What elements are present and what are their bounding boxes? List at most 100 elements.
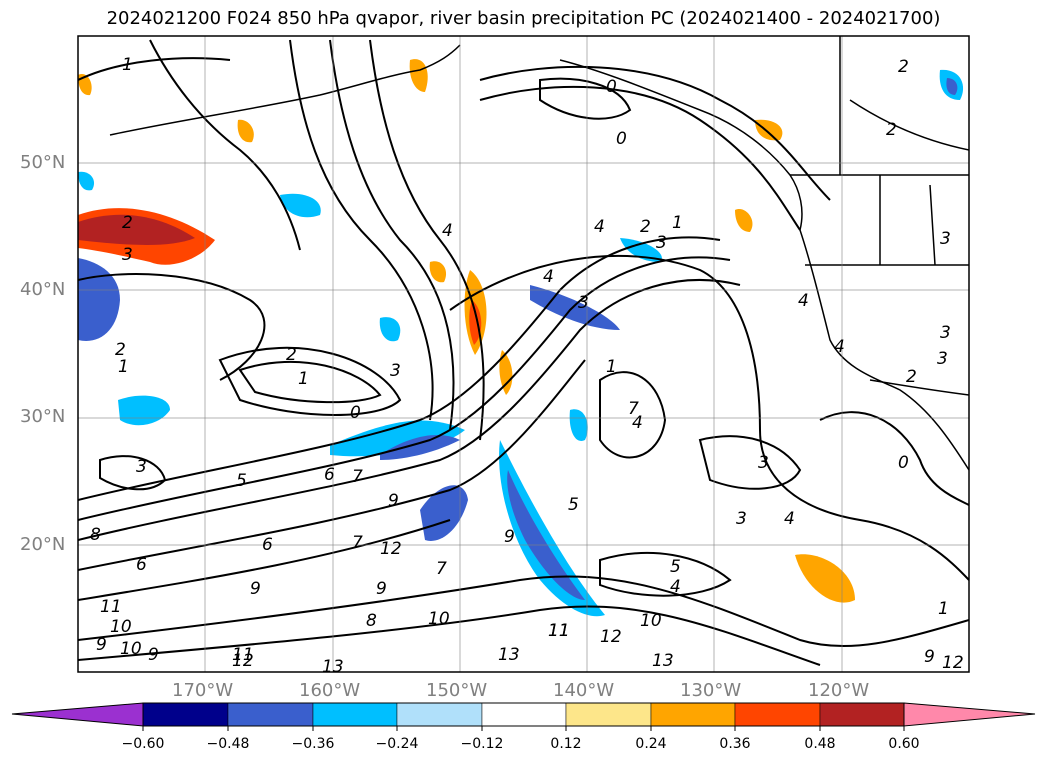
contour-label: 13 — [652, 651, 674, 671]
lon-label: 170°W — [172, 680, 234, 701]
lat-label: 50°N — [20, 152, 66, 173]
colorbar-bin — [481, 702, 567, 727]
contour-label: 9 — [924, 647, 935, 667]
colorbar-tick-label: −0.12 — [460, 736, 504, 752]
contour-label: 4 — [543, 267, 554, 287]
contour-label: 9 — [96, 635, 107, 655]
contour-label: 5 — [236, 471, 247, 491]
contour-label: 7 — [628, 399, 639, 419]
colorbar-bin — [227, 702, 314, 727]
contour-label: 3 — [656, 233, 667, 253]
colorbar-bin — [312, 702, 398, 727]
contour-label: 3 — [937, 349, 948, 369]
contour-label: 3 — [940, 323, 951, 343]
contour-label: 1 — [122, 55, 133, 75]
colorbar-bin — [142, 702, 229, 727]
contour-label: 12 — [942, 653, 964, 673]
figure-title: 2024021200 F024 850 hPa qvapor, river ba… — [106, 8, 941, 29]
contour-label: 3 — [122, 245, 133, 265]
contour-label: 6 — [324, 465, 335, 485]
contour-label: 5 — [568, 495, 579, 515]
colorbar-tick-label: −0.48 — [206, 736, 250, 752]
contour-label: 9 — [388, 491, 399, 511]
contour-label: 11 — [232, 645, 254, 665]
contour-label: 3 — [736, 509, 747, 529]
contour-label: 7 — [436, 559, 447, 579]
contour-label: 9 — [148, 645, 159, 665]
lon-label: 130°W — [680, 680, 742, 701]
contour-label: 2 — [122, 213, 133, 233]
contour-label: 1 — [606, 357, 617, 377]
contour-label: 4 — [632, 413, 643, 433]
contour-label: 10 — [120, 639, 142, 659]
colorbar-tick-label: 0.12 — [550, 736, 582, 752]
colorbar-bin — [734, 702, 821, 727]
contour-label: 4 — [834, 337, 845, 357]
gridlines — [78, 36, 969, 672]
contour-label: 10 — [640, 611, 662, 631]
contour-label: 2 — [898, 57, 909, 77]
lat-label: 30°N — [20, 406, 66, 427]
colorbar-bin — [650, 702, 736, 727]
contour-label: 12 — [380, 539, 402, 559]
contour-label: 7 — [352, 467, 363, 487]
contour-label: 0 — [350, 403, 361, 423]
contour-label: 3 — [578, 293, 589, 313]
contour-label: 1 — [938, 599, 949, 619]
colorbar-tick-label: −0.24 — [375, 736, 419, 752]
contour-label: 12 — [600, 627, 622, 647]
contour-label: 3 — [136, 457, 147, 477]
contour-label: 7 — [352, 533, 363, 553]
contour-label: 1 — [298, 369, 309, 389]
colorbar — [11, 702, 1036, 731]
contour-label: 8 — [366, 611, 377, 631]
colorbar-tick-label: −0.60 — [121, 736, 165, 752]
shaded-field — [78, 59, 964, 617]
contour-label: 4 — [784, 509, 795, 529]
contour-label: 10 — [110, 617, 132, 637]
qvapor-contours — [78, 39, 969, 666]
contour-label: 3 — [390, 361, 401, 381]
lon-label: 150°W — [426, 680, 488, 701]
lon-label: 160°W — [299, 680, 361, 701]
colorbar-tick-label: 0.48 — [804, 736, 836, 752]
contour-label: 4 — [670, 577, 681, 597]
contour-label: 2 — [906, 367, 917, 387]
contour-label: 1 — [672, 213, 683, 233]
colorbar-bin — [396, 702, 483, 727]
contour-label: 3 — [940, 229, 951, 249]
contour-label: 2 — [115, 340, 126, 360]
contour-label: 8 — [90, 525, 101, 545]
colorbar-tick-label: 0.60 — [888, 736, 920, 752]
lat-label: 20°N — [20, 534, 66, 555]
contour-label: 0 — [898, 453, 909, 473]
contour-label: 9 — [504, 527, 515, 547]
contour-label: 4 — [798, 291, 809, 311]
contour-label: 10 — [428, 609, 450, 629]
map-frame — [77, 35, 970, 673]
contour-label: 13 — [322, 657, 344, 677]
contour-label: 5 — [670, 557, 681, 577]
contour-label: 9 — [250, 579, 261, 599]
colorbar-tick-label: 0.36 — [719, 736, 751, 752]
contour-label: 6 — [136, 555, 147, 575]
contour-label: 2 — [886, 120, 897, 140]
contour-label: 4 — [442, 221, 453, 241]
lon-label: 140°W — [553, 680, 615, 701]
colorbar-tick-label: 0.24 — [635, 736, 667, 752]
colorbar-extend-high — [903, 702, 1036, 727]
contour-label: 12 — [232, 651, 254, 671]
colorbar-bin — [565, 702, 652, 727]
lon-label: 120°W — [808, 680, 870, 701]
contour-label: 11 — [100, 597, 122, 617]
contour-labels: 1 2 2 0 0 2 3 4 2 1 3 4 3 4 4 3 3 2 4 3 … — [90, 55, 964, 677]
colorbar-tick-label: −0.36 — [291, 736, 335, 752]
contour-label: 9 — [376, 579, 387, 599]
colorbar-bin — [819, 702, 905, 727]
contour-label: 4 — [594, 217, 605, 237]
coastlines — [109, 36, 969, 471]
contour-label: 2 — [640, 217, 651, 237]
colorbar-extend-low — [11, 702, 144, 727]
lat-label: 40°N — [20, 279, 66, 300]
